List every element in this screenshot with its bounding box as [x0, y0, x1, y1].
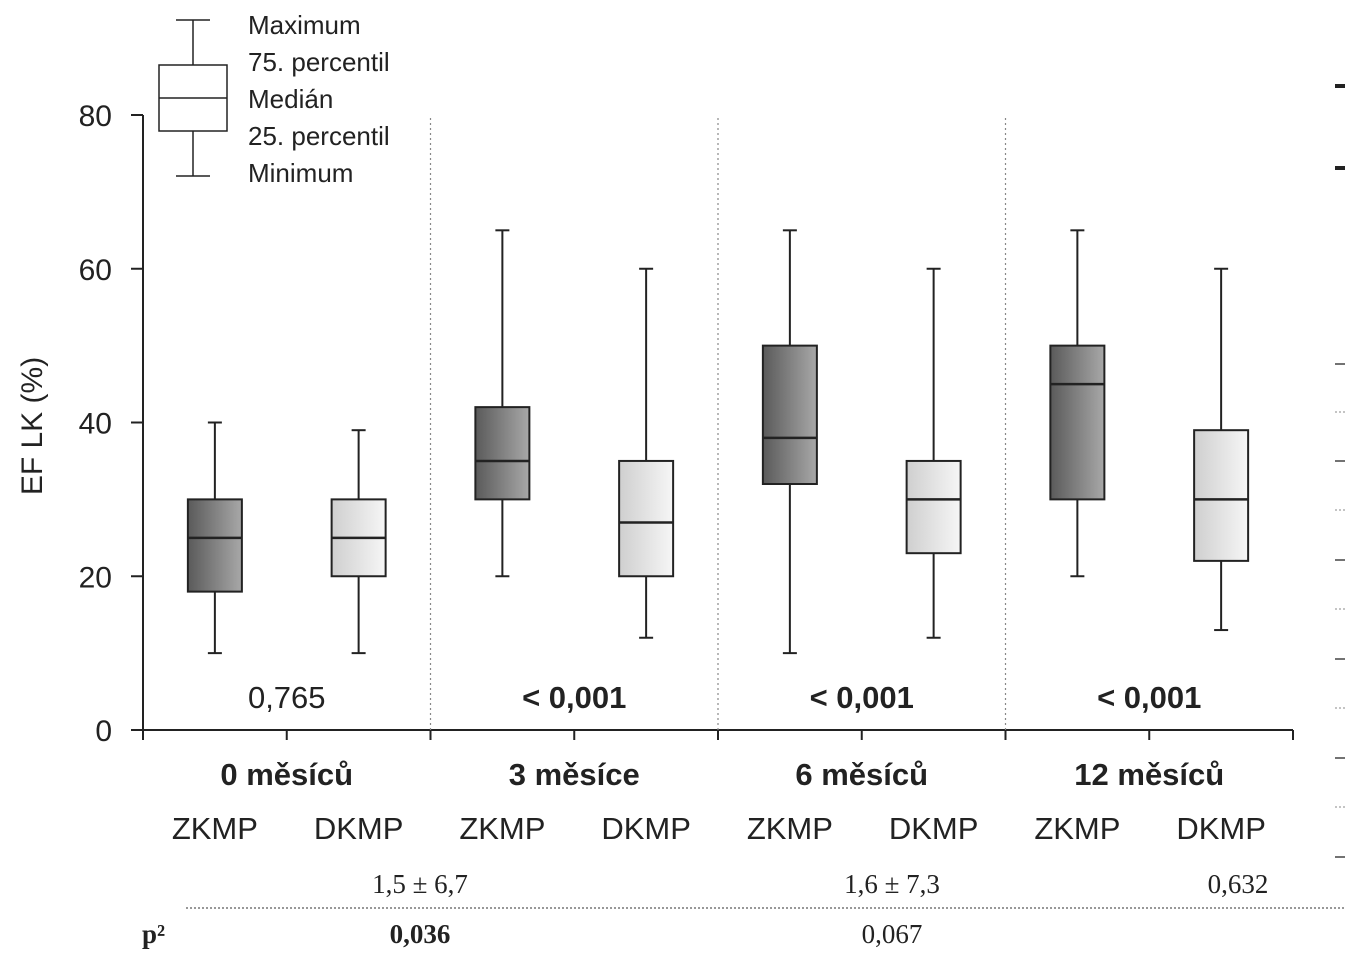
group-label: 12 měsíců — [1074, 757, 1224, 792]
y-tick-label: 60 — [79, 254, 112, 287]
legend: Maximum 75. percentil Medián 25. percent… — [158, 10, 390, 188]
p-value-label: < 0,001 — [810, 680, 914, 715]
group-dividers — [429, 118, 1007, 730]
table-row2-value-1: 0,036 — [390, 919, 451, 949]
y-tick-label: 40 — [79, 408, 112, 441]
table-row1-value-1: 1,5 ± 6,7 — [372, 869, 468, 899]
legend-label-q1: 25. percentil — [248, 121, 390, 151]
box-iqr — [186, 498, 243, 593]
box-dkmp — [1193, 267, 1250, 632]
legend-label-q3: 75. percentil — [248, 47, 390, 77]
p-value-label: < 0,001 — [1097, 680, 1201, 715]
box-iqr — [618, 459, 675, 578]
box-iqr — [1193, 429, 1250, 562]
p-value-label: < 0,001 — [522, 680, 626, 715]
box-zkmp — [1049, 229, 1106, 578]
x-labels: 0 měsíců ZKMP DKMP 3 měsíce ZKMP DKMP 6 měsíců… — [142, 730, 1294, 846]
series-label: DKMP — [601, 811, 691, 846]
p-value-label: 0,765 — [248, 680, 326, 715]
series-label: ZKMP — [1034, 811, 1120, 846]
table-row1-value-2: 1,6 ± 7,3 — [844, 869, 940, 899]
box-dkmp — [905, 267, 962, 639]
legend-label-median: Medián — [248, 84, 333, 114]
boxes: 0,765 < 0,001 < 0,001 < 0,001 — [186, 229, 1250, 715]
table-row2-label: p² — [142, 919, 165, 949]
y-ticks: 0 20 40 60 80 — [79, 100, 143, 748]
y-tick-label: 20 — [79, 561, 112, 594]
y-axis-label: EF LK (%) — [16, 357, 49, 495]
table-row1-value-3: 0,632 — [1208, 869, 1269, 899]
box-iqr — [761, 344, 818, 485]
box-iqr — [474, 406, 531, 501]
box-zkmp — [474, 229, 531, 578]
table-row2-value-2: 0,067 — [862, 919, 923, 949]
stats-table: 1,5 ± 6,7 1,6 ± 7,3 0,632 p² 0,036 0,067 — [142, 869, 1345, 949]
group-label: 3 měsíce — [509, 757, 640, 792]
series-label: ZKMP — [172, 811, 258, 846]
box-dkmp — [330, 429, 387, 655]
box-dkmp — [618, 267, 675, 639]
cropped-right-marks — [1335, 84, 1345, 858]
series-label: DKMP — [1176, 811, 1266, 846]
box-iqr — [1049, 344, 1106, 501]
group-label: 0 měsíců — [220, 757, 353, 792]
group-label: 6 měsíců — [795, 757, 928, 792]
series-label: ZKMP — [747, 811, 833, 846]
box-zkmp — [186, 421, 243, 655]
series-label: DKMP — [314, 811, 404, 846]
y-tick-label: 80 — [79, 100, 112, 133]
y-tick-label: 0 — [95, 715, 112, 748]
box-iqr — [905, 459, 962, 555]
legend-label-minimum: Minimum — [248, 158, 353, 188]
series-label: DKMP — [889, 811, 979, 846]
box-zkmp — [761, 229, 818, 655]
series-label: ZKMP — [459, 811, 545, 846]
legend-label-maximum: Maximum — [248, 10, 361, 40]
